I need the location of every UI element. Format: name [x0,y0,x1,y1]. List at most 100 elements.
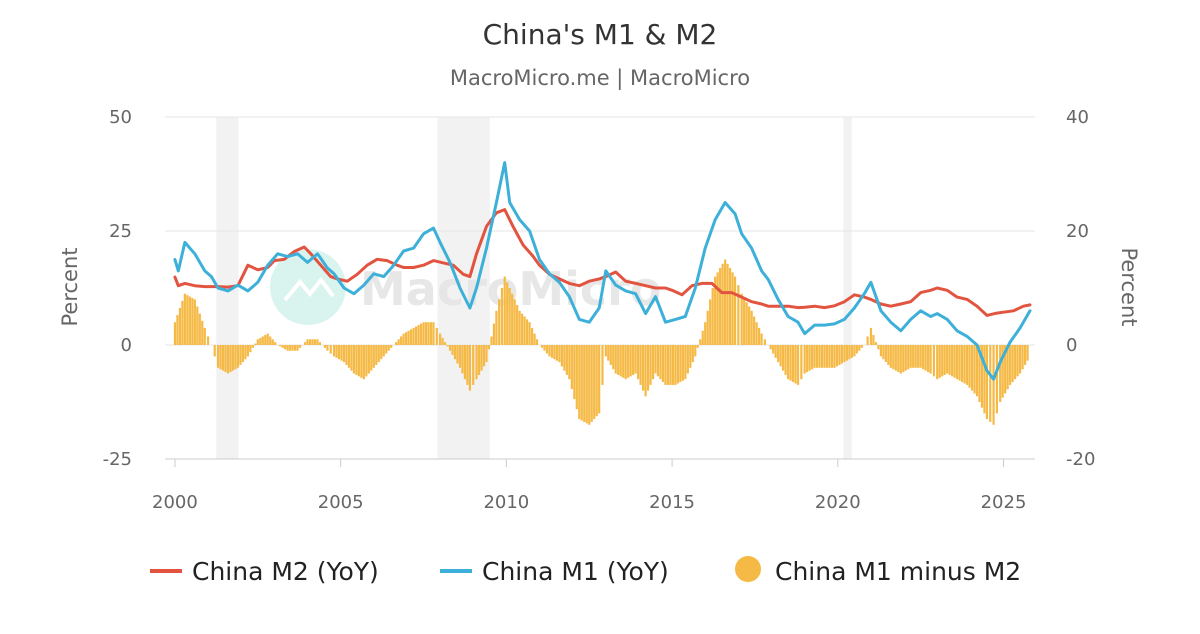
diff-bar [296,345,299,351]
diff-bar [414,326,418,345]
diff-bar [284,345,287,350]
diff-bar [188,296,191,345]
diff-bar [914,345,917,368]
diff-bar [438,333,442,345]
diff-bar [435,327,438,345]
diff-bar [251,345,254,348]
diff-bar [500,288,504,345]
diff-bar [709,299,712,345]
diff-bar [370,345,373,371]
axes: -25 0 25 50 -20 0 20 40 2000 2005 2010 2015 2020 2025 [103,107,1096,513]
diff-bar [701,330,704,345]
diff-bar [899,345,902,374]
diff-bar [521,313,524,345]
diff-bar [580,345,583,421]
diff-bar [889,345,892,368]
diff-bar [412,327,415,345]
diff-bar [224,345,227,373]
diff-bar [641,345,645,391]
diff-bar [902,345,905,373]
diff-bar [794,345,797,384]
diff-bar [345,345,348,365]
diff-bar [699,339,702,345]
diff-bar [372,345,375,368]
diff-bar [193,299,196,345]
diff-bar [779,345,782,367]
diff-bar [530,327,534,345]
diff-bar [480,345,483,371]
diff-bar [651,345,655,380]
diff-bar [306,339,309,345]
diff-bar [784,345,787,375]
diff-bar [755,322,758,345]
diff-bar [760,333,763,345]
diff-bar [244,345,247,360]
diff-bar [293,345,297,351]
diff-bar [897,345,900,373]
diff-bar [173,322,177,345]
diff-bar [424,322,428,345]
diff-bar [525,319,529,345]
diff-bar [838,345,841,365]
diff-bar [1026,345,1029,361]
diff-bar [570,345,573,390]
diff-bar [593,345,596,420]
diff-bar [269,336,272,345]
diff-bar [492,323,496,345]
diff-bar [441,337,444,345]
diff-bar [614,345,617,374]
diff-bar [806,345,809,373]
diff-bar [696,345,699,348]
x-tick-label: 2000 [152,492,198,513]
diff-bar [523,316,526,345]
diff-bar [196,306,199,345]
diff-bar [337,345,341,360]
legend-item[interactable]: China M2 (YoY) [150,557,379,586]
x-tick-label: 2015 [649,492,695,513]
diff-bar [970,345,974,391]
diff-bar [855,345,858,354]
diff-bar [656,345,660,377]
diff-bar [639,345,642,385]
diff-bar [894,345,897,371]
diff-bar [219,345,222,370]
diff-bar [874,342,878,345]
diff-bar [968,345,971,388]
diff-bar [231,345,235,371]
legend-label: China M1 (YoY) [482,557,669,586]
diff-bar [956,345,959,380]
legend-item[interactable]: China M1 minus M2 [735,556,1021,586]
legend: China M2 (YoY) China M1 (YoY) China M1 min… [150,556,1021,586]
diff-bar [213,345,216,357]
diff-bar [845,345,849,361]
diff-bar [791,345,795,383]
diff-bar [347,345,351,368]
legend-label: China M1 minus M2 [775,557,1021,586]
diff-bar [429,322,433,345]
diff-bar [326,345,329,351]
diff-bar [563,345,566,371]
diff-bar [853,345,856,357]
diff-bar [924,345,927,371]
diff-bar [938,345,941,378]
diff-bar [601,345,604,385]
diff-bar [860,345,863,348]
diff-bar [757,327,761,345]
diff-bar [365,345,368,377]
diff-bar [989,345,992,422]
diff-bar [291,345,294,351]
diff-bar [446,345,449,347]
diff-bar [419,323,423,345]
legend-item[interactable]: China M1 (YoY) [440,557,669,586]
shaded-periods [216,117,852,459]
diff-bar [241,345,244,363]
diff-bar [1023,345,1027,365]
diff-bar [387,345,390,351]
diff-bar [323,345,327,348]
diff-bar [782,345,785,371]
diff-bar [198,313,201,345]
diff-bar [711,288,714,345]
diff-bar [737,285,740,345]
diff-bar [279,345,282,347]
